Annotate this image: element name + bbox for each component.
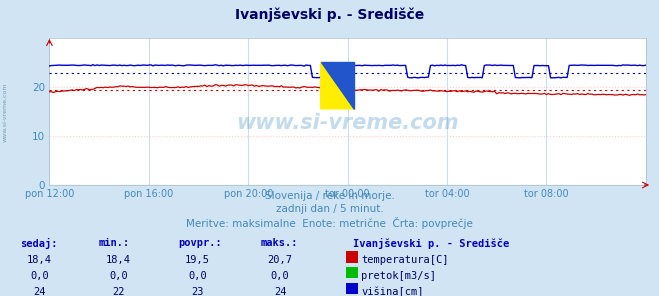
Text: min.:: min.:: [99, 238, 130, 248]
Text: 24: 24: [274, 287, 286, 296]
Text: Meritve: maksimalne  Enote: metrične  Črta: povprečje: Meritve: maksimalne Enote: metrične Črta…: [186, 217, 473, 229]
Text: 0,0: 0,0: [30, 271, 49, 281]
Polygon shape: [321, 62, 354, 109]
Text: višina[cm]: višina[cm]: [361, 287, 424, 296]
Text: maks.:: maks.:: [260, 238, 298, 248]
Text: 20,7: 20,7: [268, 255, 293, 265]
Text: 0,0: 0,0: [271, 271, 289, 281]
Text: Slovenija / reke in morje.: Slovenija / reke in morje.: [264, 191, 395, 201]
Text: sedaj:: sedaj:: [20, 238, 57, 249]
Text: 18,4: 18,4: [27, 255, 52, 265]
Text: 24: 24: [34, 287, 45, 296]
Text: www.si-vreme.com: www.si-vreme.com: [3, 83, 8, 142]
Text: Ivanjševski p. - Središče: Ivanjševski p. - Središče: [235, 7, 424, 22]
Text: zadnji dan / 5 minut.: zadnji dan / 5 minut.: [275, 204, 384, 214]
Polygon shape: [321, 62, 354, 109]
Text: 23: 23: [192, 287, 204, 296]
Text: 18,4: 18,4: [106, 255, 131, 265]
Text: www.si-vreme.com: www.si-vreme.com: [237, 113, 459, 133]
Text: 22: 22: [113, 287, 125, 296]
Text: pretok[m3/s]: pretok[m3/s]: [361, 271, 436, 281]
Text: 0,0: 0,0: [109, 271, 128, 281]
Text: 19,5: 19,5: [185, 255, 210, 265]
Text: povpr.:: povpr.:: [178, 238, 221, 248]
Text: Ivanjševski p. - Središče: Ivanjševski p. - Središče: [353, 238, 509, 249]
Text: 0,0: 0,0: [188, 271, 207, 281]
Text: temperatura[C]: temperatura[C]: [361, 255, 449, 265]
